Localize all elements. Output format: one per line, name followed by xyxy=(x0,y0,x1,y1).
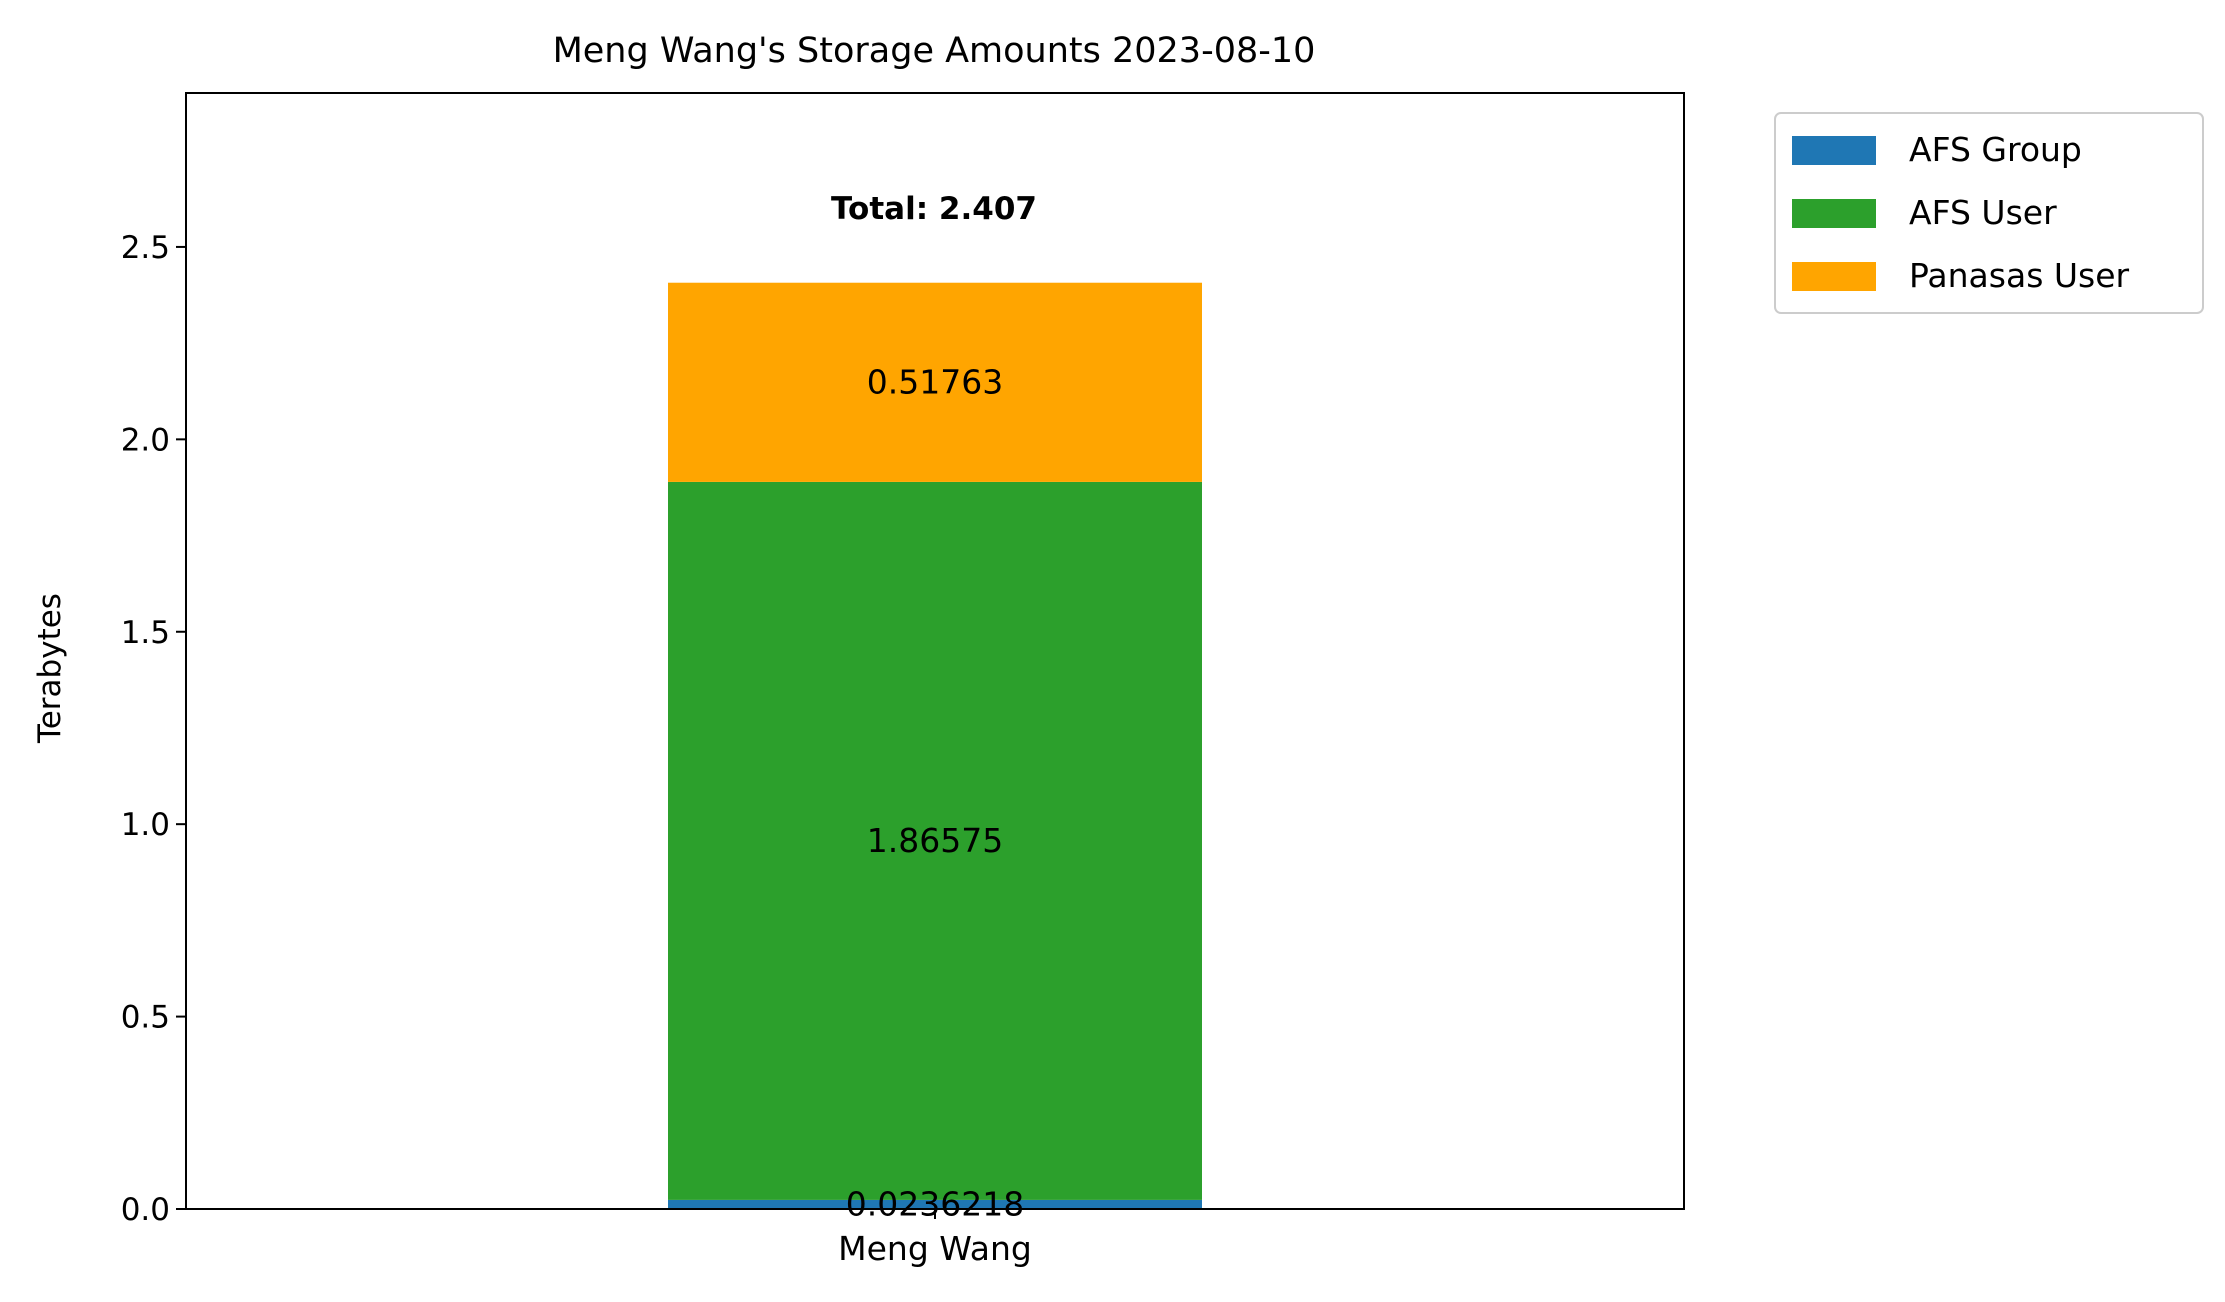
y-tick-label: 2.0 xyxy=(121,422,170,458)
legend-swatch xyxy=(1792,262,1876,291)
legend-label: AFS User xyxy=(1909,193,2057,232)
y-tick-label: 2.5 xyxy=(121,230,170,266)
y-tick-label: 1.5 xyxy=(121,615,170,651)
legend-label: AFS Group xyxy=(1909,130,2082,169)
y-tick-label: 1.0 xyxy=(121,807,170,843)
x-tick-label: Meng Wang xyxy=(838,1229,1032,1268)
bar-segment xyxy=(668,481,1202,1200)
legend-frame xyxy=(1774,112,2204,314)
plot-frame xyxy=(185,92,1685,1210)
bar-stack xyxy=(668,282,1202,1209)
legend-swatch xyxy=(1792,136,1876,165)
y-tick-label: 0.5 xyxy=(121,1000,170,1036)
bar-segment xyxy=(668,1199,1202,1209)
chart-title: Meng Wang's Storage Amounts 2023-08-10 xyxy=(553,31,1316,71)
y-tick-label: 0.0 xyxy=(121,1192,170,1228)
y-axis-label: Terabytes xyxy=(32,593,68,744)
x-axis: Meng Wang xyxy=(838,1209,1032,1268)
bar-segment-label: 1.86575 xyxy=(867,821,1003,860)
legend: AFS Group AFS User Panasas User xyxy=(1774,112,2204,314)
total-label: Total: 2.407 xyxy=(831,191,1037,227)
bar-segment xyxy=(668,282,1202,482)
legend-swatch xyxy=(1792,199,1876,228)
y-axis: 0.0 0.5 1.0 1.5 2.0 2.5 xyxy=(121,230,186,1228)
legend-label: Panasas User xyxy=(1909,256,2130,295)
bar-segment-label: 0.51763 xyxy=(867,362,1003,401)
